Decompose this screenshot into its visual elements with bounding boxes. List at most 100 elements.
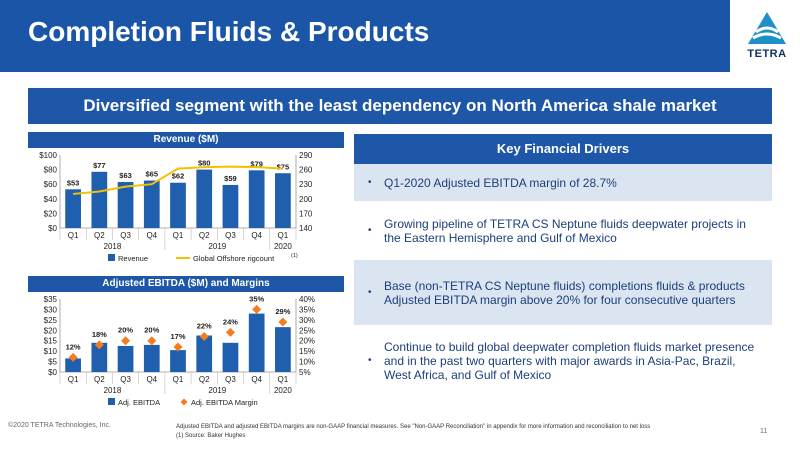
x-tick-label: Q4	[251, 375, 262, 384]
x-tick-label: Q1	[68, 231, 79, 240]
x-tick-label: Q4	[251, 231, 262, 240]
x-tick-label: Q2	[199, 231, 210, 240]
bar	[196, 169, 213, 228]
x-tick-label: Q2	[94, 231, 105, 240]
bar	[143, 344, 160, 372]
x-tick-label: Q4	[146, 231, 157, 240]
y2-tick-label: 40%	[299, 295, 315, 304]
margin-marker	[121, 336, 131, 346]
x-tick-label: Q3	[120, 231, 131, 240]
bar-data-label: $77	[93, 161, 106, 170]
bar	[222, 342, 239, 372]
footnote-nongaap: Adjusted EBITDA and adjusted EBITDA marg…	[176, 424, 651, 430]
driver-text: Continue to build global deepwater compl…	[384, 339, 755, 382]
x-group-label: 2019	[208, 242, 226, 251]
banner-text: Diversified segment with the least depen…	[83, 96, 717, 115]
bar	[275, 327, 291, 372]
y2-tick-label: 170	[299, 209, 313, 218]
margin-data-label: 18%	[92, 330, 107, 339]
x-tick-label: Q2	[199, 375, 210, 384]
y-tick-label: $25	[44, 316, 58, 325]
tetra-logo-icon	[748, 12, 786, 44]
y2-tick-label: 5%	[299, 368, 311, 377]
y2-tick-label: 200	[299, 195, 313, 204]
page-title: Completion Fluids & Products	[28, 16, 430, 47]
x-group-label: 2020	[274, 386, 292, 395]
bullet-icon: •	[368, 287, 372, 298]
y-tick-label: $0	[48, 224, 57, 233]
y-tick-label: $30	[44, 305, 58, 314]
y2-tick-label: 15%	[299, 347, 315, 356]
page-number: 11	[760, 428, 768, 435]
y2-tick-label: 20%	[299, 337, 315, 346]
bar	[117, 182, 134, 228]
y2-tick-label: 25%	[299, 326, 315, 335]
subtitle-banner: Diversified segment with the least depen…	[28, 88, 772, 124]
x-tick-label: Q1	[173, 231, 184, 240]
legend-swatch-bar	[108, 398, 115, 405]
y2-tick-label: 230	[299, 180, 313, 189]
margin-data-label: 22%	[197, 322, 212, 331]
legend-label: Global Offshore rigcount	[193, 254, 275, 263]
copyright: ©2020 TETRA Technologies, Inc.	[8, 422, 111, 429]
legend-label: Revenue	[118, 254, 148, 263]
bullet-icon: •	[368, 177, 372, 188]
y2-tick-label: 140	[299, 224, 313, 233]
revenue-chart-title: Revenue ($M)	[28, 132, 344, 148]
driver-item: • Continue to build global deepwater com…	[354, 326, 772, 396]
y-tick-label: $10	[44, 347, 58, 356]
margin-data-label: 17%	[170, 332, 185, 341]
y-tick-label: $15	[44, 337, 58, 346]
legend-label: Adj. EBITDA	[118, 398, 160, 407]
y2-tick-label: 10%	[299, 358, 315, 367]
y-tick-label: $35	[44, 295, 58, 304]
bar	[65, 189, 81, 228]
driver-text: Base (non-TETRA CS Neptune fluids) compl…	[384, 278, 745, 307]
x-group-label: 2018	[104, 242, 122, 251]
logo-wave-1	[755, 26, 779, 34]
y-tick-label: $5	[48, 358, 57, 367]
x-group-label: 2018	[104, 386, 122, 395]
bar	[248, 170, 265, 228]
footnote-source: (1) Source: Baker Hughes	[176, 433, 246, 439]
bar-data-label: $80	[198, 159, 211, 168]
margin-marker	[252, 304, 262, 314]
driver-text: Growing pipeline of TETRA CS Neptune flu…	[384, 216, 746, 245]
legend-superscript: (1)	[291, 253, 298, 259]
x-tick-label: Q3	[225, 231, 236, 240]
margin-marker	[147, 336, 157, 346]
drivers-title: Key Financial Drivers	[354, 134, 772, 164]
y2-tick-label: 35%	[299, 305, 315, 314]
bullet-icon: •	[368, 355, 372, 366]
x-tick-label: Q2	[94, 375, 105, 384]
x-tick-label: Q1	[278, 231, 289, 240]
margin-data-label: 20%	[144, 326, 159, 335]
bar	[196, 335, 213, 372]
x-tick-label: Q4	[146, 375, 157, 384]
logo-wordmark: TETRA	[747, 48, 787, 60]
x-tick-label: Q1	[173, 375, 184, 384]
bar	[275, 173, 291, 228]
driver-item: • Base (non-TETRA CS Neptune fluids) com…	[354, 260, 772, 326]
bullet-icon: •	[368, 225, 372, 236]
ebitda-chart: $0$5$10$15$20$25$30$355%10%15%20%25%30%3…	[44, 294, 315, 407]
header-bar: Completion Fluids & Products	[0, 0, 730, 72]
y-tick-label: $20	[44, 209, 58, 218]
x-group-label: 2020	[274, 242, 292, 251]
y-tick-label: $60	[44, 180, 58, 189]
bar	[170, 182, 186, 228]
bar	[222, 184, 239, 228]
y-tick-label: $0	[48, 368, 57, 377]
tetra-logo: TETRA	[742, 10, 792, 66]
margin-marker	[94, 340, 104, 350]
margin-data-label: 12%	[66, 342, 81, 351]
driver-item: • Growing pipeline of TETRA CS Neptune f…	[354, 202, 772, 260]
bar	[65, 358, 81, 372]
margin-marker	[68, 352, 78, 362]
y2-tick-label: 30%	[299, 316, 315, 325]
margin-marker	[173, 342, 183, 352]
margin-data-label: 20%	[118, 326, 133, 335]
y-tick-label: $40	[44, 195, 58, 204]
bar-data-label: $59	[224, 174, 237, 183]
legend-swatch-bar	[108, 254, 115, 261]
